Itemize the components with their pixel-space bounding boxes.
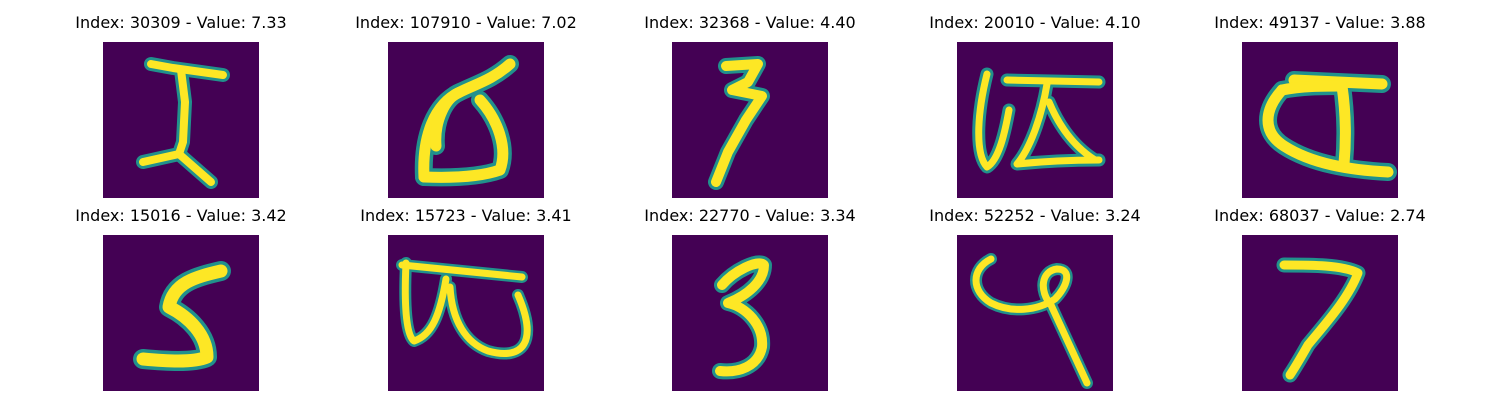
panel: Index: 107910 - Value: 7.02 bbox=[355, 12, 577, 198]
panel-title: Index: 22770 - Value: 3.34 bbox=[644, 206, 856, 225]
digit-image bbox=[672, 235, 828, 391]
panel: Index: 68037 - Value: 2.74 bbox=[1214, 205, 1426, 391]
panel: Index: 30309 - Value: 7.33 bbox=[75, 12, 287, 198]
panel: Index: 20010 - Value: 4.10 bbox=[929, 12, 1141, 198]
panel-title: Index: 49137 - Value: 3.88 bbox=[1214, 13, 1426, 32]
panel: Index: 52252 - Value: 3.24 bbox=[929, 205, 1141, 391]
digit-image bbox=[957, 235, 1113, 391]
panel-title: Index: 68037 - Value: 2.74 bbox=[1214, 206, 1426, 225]
panel-title: Index: 32368 - Value: 4.40 bbox=[644, 13, 856, 32]
panel: Index: 49137 - Value: 3.88 bbox=[1214, 12, 1426, 198]
digit-image bbox=[388, 42, 544, 198]
panel: Index: 15016 - Value: 3.42 bbox=[75, 205, 287, 391]
digit-image bbox=[957, 42, 1113, 198]
digit-image bbox=[1242, 235, 1398, 391]
digit-image bbox=[672, 42, 828, 198]
digit-image bbox=[388, 235, 544, 391]
panel-title: Index: 107910 - Value: 7.02 bbox=[355, 13, 577, 32]
panel-title: Index: 20010 - Value: 4.10 bbox=[929, 13, 1141, 32]
panel: Index: 32368 - Value: 4.40 bbox=[644, 12, 856, 198]
digit-image bbox=[1242, 42, 1398, 198]
panel-title: Index: 15016 - Value: 3.42 bbox=[75, 206, 287, 225]
panel-title: Index: 15723 - Value: 3.41 bbox=[360, 206, 572, 225]
panel-title: Index: 30309 - Value: 7.33 bbox=[75, 13, 287, 32]
digit-image bbox=[103, 42, 259, 198]
digit-image bbox=[103, 235, 259, 391]
panel: Index: 22770 - Value: 3.34 bbox=[644, 205, 856, 391]
panel: Index: 15723 - Value: 3.41 bbox=[360, 205, 572, 391]
panel-title: Index: 52252 - Value: 3.24 bbox=[929, 206, 1141, 225]
